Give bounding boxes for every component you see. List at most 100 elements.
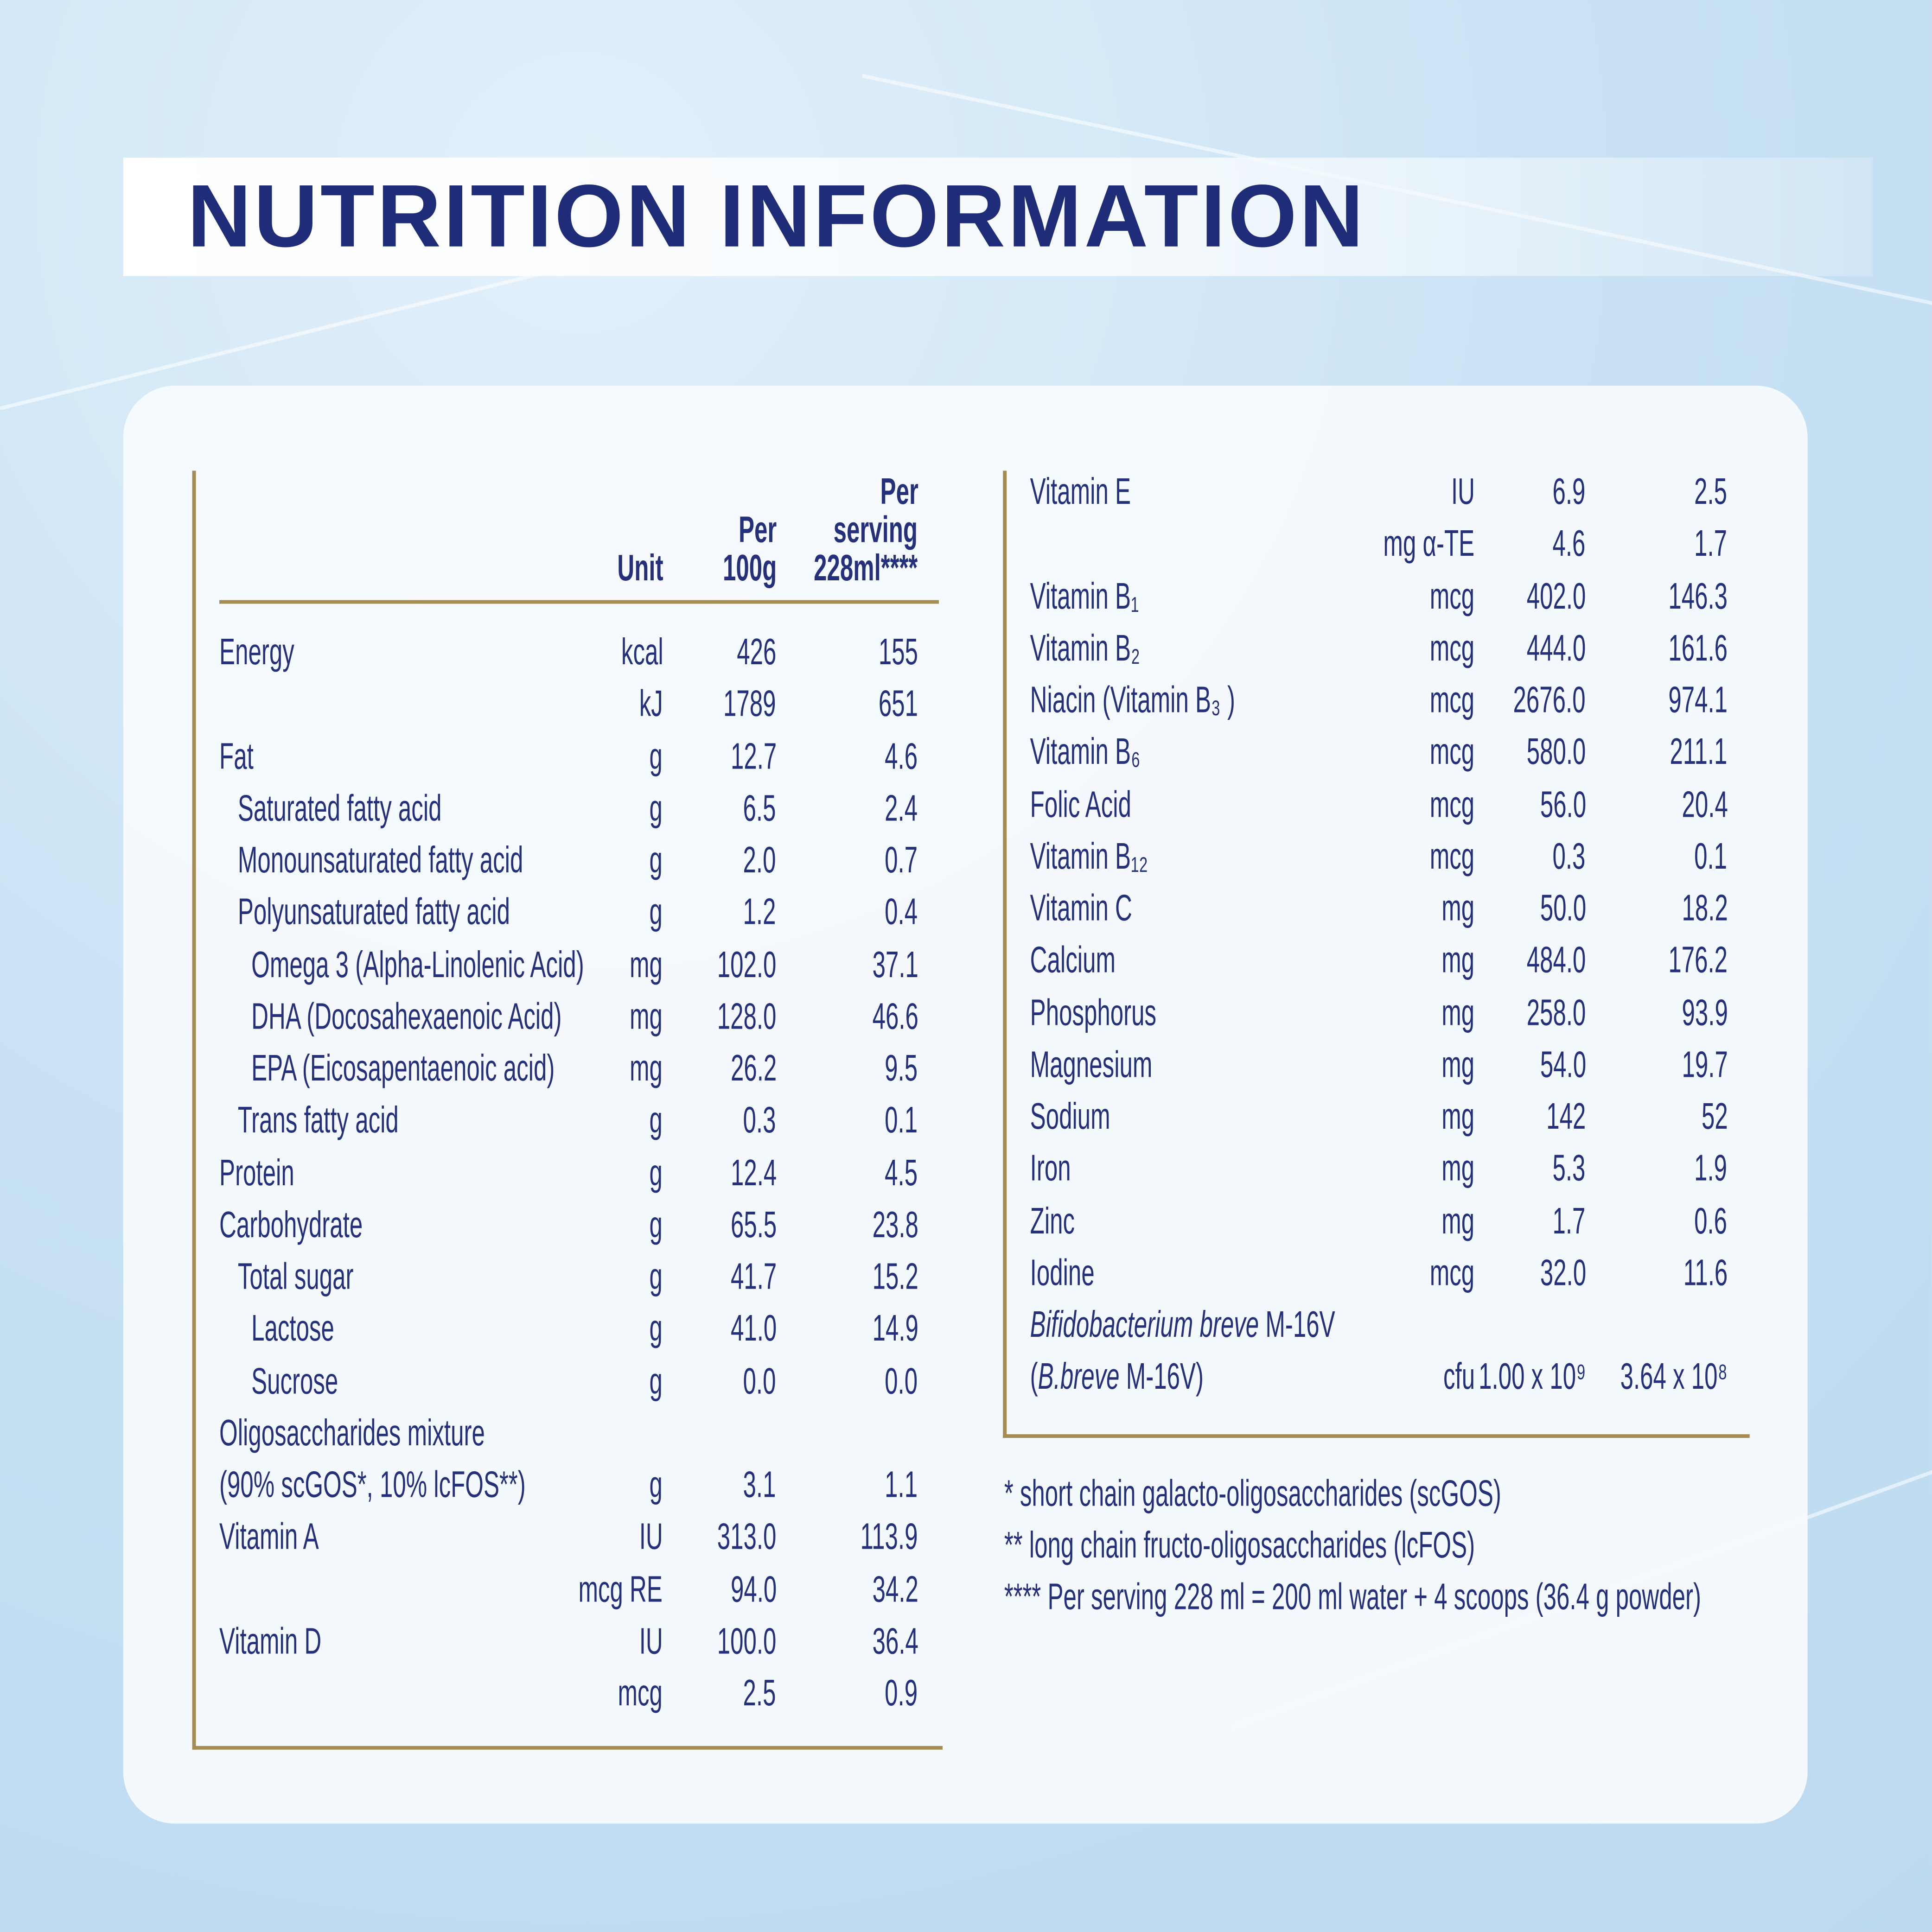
row-label: Vitamin C (1030, 889, 1190, 930)
per-100g: 1.2 (725, 892, 776, 934)
text: mcg (1430, 732, 1475, 773)
per-100g: 258.0 (1493, 992, 1586, 1034)
text: 93.9 (1681, 992, 1728, 1033)
per-serving: 1.9 (1676, 1149, 1728, 1190)
text: ( (1030, 1357, 1038, 1398)
text: 155 (878, 632, 918, 673)
per-serving: 52 (1686, 1097, 1728, 1138)
per-100g: 3.1 (725, 1465, 776, 1507)
unit: mg (612, 945, 663, 986)
unit: g (642, 1205, 663, 1246)
text: mcg (1430, 680, 1475, 721)
row-label: Bifidobacterium breve M-16V (1030, 1305, 1507, 1347)
text: 1.9 (1694, 1149, 1728, 1189)
text: mg (630, 944, 663, 985)
per-100g: 26.2 (704, 1049, 776, 1090)
text: g (650, 736, 663, 777)
per-serving: 176.2 (1635, 941, 1728, 982)
text: IU (1451, 472, 1475, 513)
row-label: Monounsaturated fatty acid (238, 840, 684, 882)
text: 0.7 (885, 840, 918, 881)
text: IU (639, 1517, 663, 1558)
row-label: Vitamin A (219, 1517, 375, 1559)
text: IU (639, 1621, 663, 1662)
row-label: Phosphorus (1030, 992, 1227, 1034)
text: mcg (1430, 628, 1475, 669)
per-serving: 0.0 (867, 1361, 918, 1403)
unit: mcg (1405, 732, 1475, 774)
row-label: Vitamin E (1030, 472, 1188, 514)
per-serving: 9.5 (867, 1049, 918, 1090)
unit: mg (1423, 889, 1475, 930)
text: 113.9 (860, 1517, 918, 1558)
unit: mcg (1405, 1253, 1475, 1295)
per-serving: 18.2 (1656, 889, 1728, 930)
text: Saturated fatty acid (237, 788, 442, 829)
unit: cfu (1426, 1357, 1475, 1398)
text: 36.4 (872, 1621, 918, 1662)
per-100g: 0.3 (1534, 836, 1586, 878)
text: 65.5 (730, 1205, 777, 1246)
per-serving: 37.1 (846, 945, 918, 986)
text: 9.5 (885, 1049, 918, 1089)
text: 1789 (723, 684, 777, 725)
text: 12.7 (730, 736, 777, 777)
text: g (650, 892, 663, 933)
unit: mcg (593, 1673, 663, 1715)
per-100g: 4.6 (1534, 524, 1586, 566)
row-label: Saturated fatty acid (238, 788, 556, 830)
text: g (650, 1100, 663, 1142)
text: Carbohydrate (219, 1205, 363, 1246)
unit: mg (1423, 1097, 1475, 1138)
text: 5.3 (1553, 1149, 1586, 1189)
row-label: Total sugar (238, 1257, 419, 1298)
text: 313.0 (717, 1517, 777, 1558)
text: 19.7 (1681, 1044, 1728, 1086)
per-100g: 128.0 (684, 997, 777, 1038)
per-100g: 402.0 (1493, 576, 1586, 618)
text: mcg (1430, 1252, 1475, 1294)
text: 56.0 (1539, 784, 1586, 825)
row-label: Protein (219, 1153, 337, 1195)
row-label: Polyunsaturated fatty acid (238, 892, 663, 934)
text: mg (1442, 1201, 1475, 1242)
text: mg (1442, 1044, 1475, 1086)
row-label: Folic Acid (1030, 784, 1188, 826)
per-serving: 14.9 (846, 1309, 918, 1351)
text: 1.7 (1553, 1201, 1586, 1242)
row-label: Vitamin D (219, 1621, 379, 1663)
text: mg (1442, 1149, 1475, 1189)
per-serving: 36.4 (846, 1621, 918, 1663)
text: 0.3 (743, 1100, 777, 1142)
text: 1.1 (885, 1465, 918, 1506)
per-100g: 12.7 (704, 736, 776, 778)
title-bar (123, 158, 1873, 276)
column-header: serving (786, 510, 918, 552)
text: Total sugar (237, 1257, 354, 1298)
column-header: 100g (692, 548, 776, 590)
text: ** long chain fructo-oligosaccharides (l… (1004, 1525, 1475, 1566)
row-label: Fat (219, 736, 273, 778)
per-serving: 2.5 (1676, 472, 1728, 514)
unit: kcal (597, 632, 663, 674)
unit: g (642, 840, 663, 882)
text: EPA (Eicosapentaenoic acid) (251, 1049, 555, 1089)
text: 128.0 (717, 996, 777, 1037)
row-label: Sucrose (251, 1361, 387, 1403)
text: Energy (219, 632, 294, 673)
rule (192, 1746, 943, 1750)
text: mg (630, 996, 663, 1037)
text: 974.1 (1668, 680, 1728, 721)
per-100g: 426 (714, 632, 776, 674)
per-100g: 1.00 x 10⁹ (1418, 1357, 1586, 1398)
text: 4.5 (885, 1152, 918, 1194)
per-100g: 32.0 (1514, 1253, 1586, 1295)
footnote: **** Per serving 228 ml = 200 ml water +… (1004, 1577, 1932, 1619)
unit: g (642, 1257, 663, 1298)
text: 444.0 (1526, 628, 1586, 669)
per-serving: 0.4 (867, 892, 918, 934)
text: Zinc (1030, 1201, 1075, 1242)
per-serving: 1.1 (867, 1465, 918, 1507)
per-100g: 100.0 (684, 1621, 777, 1663)
